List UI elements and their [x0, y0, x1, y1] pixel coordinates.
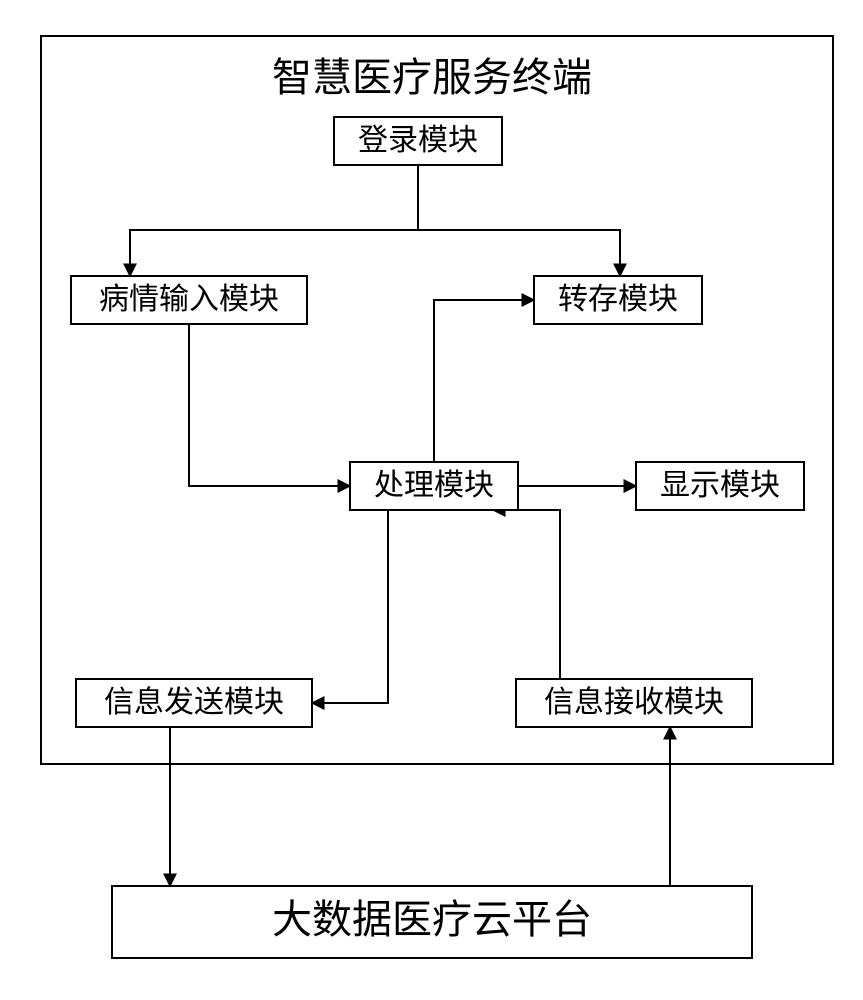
node-transfer: 转存模块	[534, 276, 702, 324]
node-login-label: 登录模块	[358, 124, 478, 157]
node-login: 登录模块	[334, 117, 502, 165]
node-receive: 信息接收模块	[516, 679, 752, 727]
node-process-label: 处理模块	[374, 469, 494, 502]
node-process: 处理模块	[350, 462, 518, 510]
node-transfer-label: 转存模块	[558, 283, 678, 316]
edge-1	[418, 165, 620, 276]
node-cloud: 大数据医疗云平台	[112, 886, 752, 958]
flowchart-canvas: 智慧医疗服务终端登录模块病情输入模块 转存模块处理模块 显示模块信息发送模块 信息接收…	[0, 0, 863, 1000]
node-send-label: 信息发送模块	[104, 686, 284, 719]
edge-3	[434, 300, 534, 462]
node-input: 病情输入模块	[71, 276, 307, 324]
node-display: 显示模块	[636, 462, 804, 510]
edge-0	[130, 165, 418, 276]
node-title: 智慧医疗服务终端	[272, 55, 592, 100]
node-title-label: 智慧医疗服务终端	[272, 55, 592, 100]
node-send: 信息发送模块	[76, 679, 312, 727]
node-cloud-label: 大数据医疗云平台	[272, 897, 592, 942]
edge-6	[493, 510, 560, 679]
edge-2	[189, 324, 350, 486]
node-input-label: 病情输入模块	[99, 283, 279, 316]
edge-5	[312, 510, 388, 703]
node-display-label: 显示模块	[660, 469, 780, 502]
node-receive-label: 信息接收模块	[544, 686, 724, 719]
